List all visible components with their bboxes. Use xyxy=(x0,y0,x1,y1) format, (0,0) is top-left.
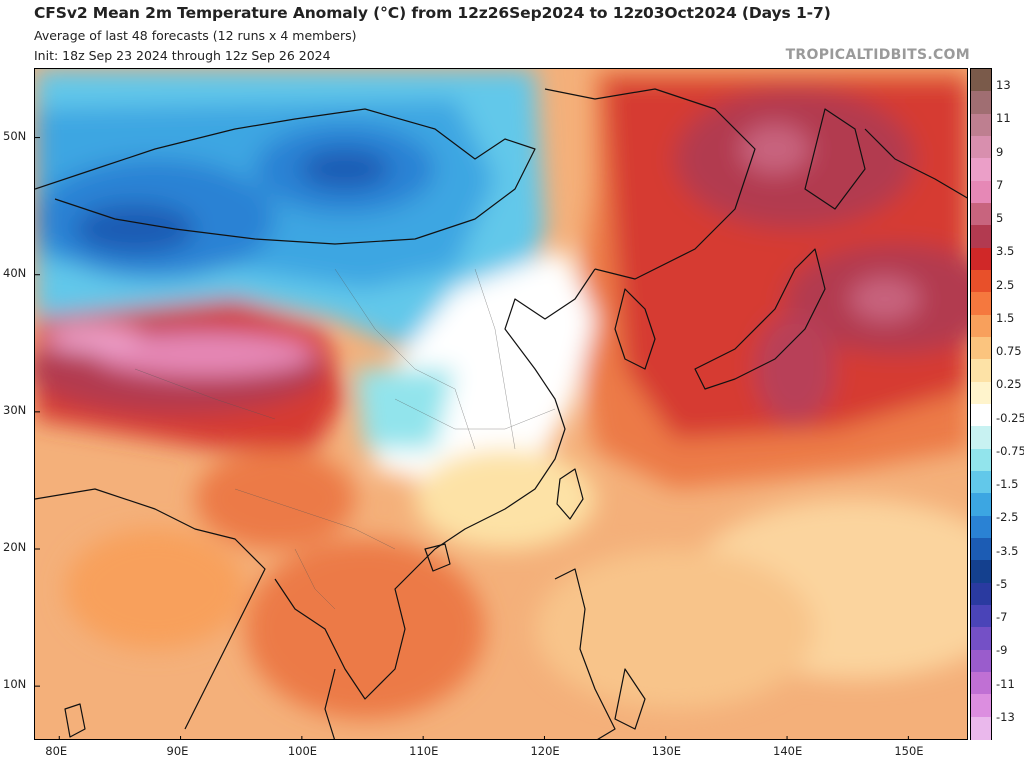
colorbar-label: 13 xyxy=(996,78,1011,92)
temperature-anomaly-map xyxy=(34,68,968,740)
longitude-label: 90E xyxy=(166,744,189,758)
colorbar-label: -0.25 xyxy=(996,410,1024,425)
latitude-label: 50N xyxy=(3,128,27,143)
colorbar-swatch xyxy=(971,337,991,360)
coastlines xyxy=(35,88,967,739)
colorbar-swatch xyxy=(971,538,991,561)
colorbar-label: -3.5 xyxy=(996,543,1019,558)
colorbar-label: 5 xyxy=(996,211,1004,226)
longitude-label: 130E xyxy=(651,744,681,758)
colorbar-swatch xyxy=(971,270,991,293)
colorbar-swatch xyxy=(971,113,991,137)
source-credit: TROPICALTIDBITS.COM xyxy=(785,47,970,63)
anomaly-field xyxy=(35,69,967,719)
longitude-label: 110E xyxy=(409,744,439,758)
colorbar-swatch xyxy=(971,493,991,517)
latitude-label: 40N xyxy=(3,265,27,280)
colorbar-swatch xyxy=(971,69,991,92)
colorbar-swatch xyxy=(971,359,991,383)
colorbar-swatch xyxy=(971,91,991,115)
colorbar-swatch xyxy=(971,515,991,539)
colorbar-label: -9 xyxy=(996,643,1008,658)
colorbar-label: -11 xyxy=(996,676,1015,691)
longitude-label: 80E xyxy=(45,744,68,758)
colorbar-swatch xyxy=(971,158,991,182)
map-title: CFSv2 Mean 2m Temperature Anomaly (°C) f… xyxy=(34,4,831,22)
longitude-label: 150E xyxy=(894,744,924,758)
longitude-label: 120E xyxy=(530,744,560,758)
colorbar-label: 1.5 xyxy=(996,310,1015,325)
colorbar-swatch xyxy=(971,136,991,159)
colorbar-swatch xyxy=(971,203,991,226)
colorbar-swatch xyxy=(971,225,991,249)
colorbar-label: -0.75 xyxy=(996,443,1024,458)
longitude-label: 140E xyxy=(773,744,803,758)
colorbar-label: 2.5 xyxy=(996,277,1015,292)
latitude-label: 30N xyxy=(3,402,27,417)
colorbar-swatch xyxy=(971,672,991,695)
colorbar-swatch xyxy=(971,649,991,673)
colorbar-swatch xyxy=(971,560,991,584)
colorbar-label: -1.5 xyxy=(996,477,1019,492)
colorbar-swatch xyxy=(971,694,991,718)
axis-ticks xyxy=(35,137,909,739)
longitude-label: 100E xyxy=(287,744,318,758)
colorbar-label: 3.5 xyxy=(996,244,1015,259)
init-time-label: Init: 18z Sep 23 2024 through 12z Sep 26… xyxy=(34,48,331,63)
map-canvas xyxy=(35,69,967,739)
colorbar-swatch xyxy=(971,247,991,271)
colorbar-swatch xyxy=(971,292,991,316)
admin-borders xyxy=(134,268,556,610)
colorbar-swatch xyxy=(971,448,991,472)
colorbar-label: 0.25 xyxy=(996,377,1022,392)
colorbar-label: 7 xyxy=(996,177,1004,192)
colorbar xyxy=(970,68,992,740)
colorbar-label: 0.75 xyxy=(996,344,1022,359)
latitude-label: 10N xyxy=(3,677,27,692)
colorbar-swatch xyxy=(971,605,991,628)
colorbar-label: 11 xyxy=(996,111,1011,126)
colorbar-label: -2.5 xyxy=(996,510,1019,525)
colorbar-swatch xyxy=(971,426,991,450)
latitude-label: 20N xyxy=(3,540,27,554)
colorbar-swatch xyxy=(971,716,991,740)
colorbar-swatch xyxy=(971,471,991,494)
colorbar-label: -13 xyxy=(996,710,1015,724)
colorbar-swatch xyxy=(971,314,991,338)
colorbar-swatch xyxy=(971,180,991,204)
colorbar-swatch xyxy=(971,404,991,427)
colorbar-swatch xyxy=(971,627,991,651)
map-subtitle: Average of last 48 forecasts (12 runs x … xyxy=(34,28,357,43)
colorbar-label: -5 xyxy=(996,576,1008,591)
colorbar-label: -7 xyxy=(996,610,1008,625)
colorbar-swatch xyxy=(971,381,991,405)
colorbar-label: 9 xyxy=(996,144,1004,159)
colorbar-swatch xyxy=(971,582,991,606)
